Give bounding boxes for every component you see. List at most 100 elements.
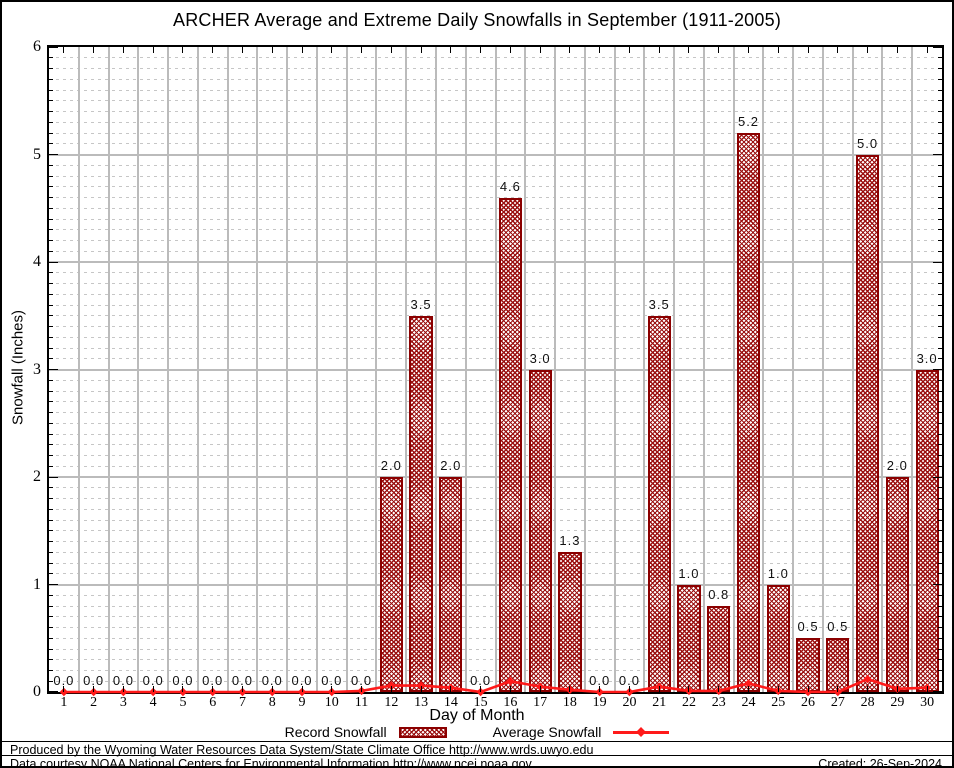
record-snowfall-bar	[885, 477, 909, 692]
y-tick	[49, 670, 53, 671]
x-tick	[122, 47, 124, 53]
x-tick	[301, 47, 303, 53]
x-tick-label: 7	[238, 695, 246, 710]
vertical-gridline	[643, 47, 646, 692]
record-snowfall-bar	[736, 133, 761, 692]
x-tick-label: 6	[209, 695, 217, 710]
y-tick	[933, 47, 942, 48]
x-tick	[152, 686, 154, 692]
x-tick-label: 30	[920, 695, 935, 710]
y-tick	[49, 78, 53, 80]
y-tick	[49, 530, 53, 532]
x-tick-label: 19	[592, 695, 607, 710]
average-point-marker	[119, 687, 128, 697]
x-tick-label: 8	[268, 695, 276, 710]
vertical-gridline	[434, 47, 437, 692]
y-tick	[49, 143, 53, 145]
bar-value-label: 0.0	[231, 673, 253, 688]
y-tick	[49, 455, 53, 456]
footer-credit-wrds: Produced by the Wyoming Water Resources …	[10, 743, 594, 757]
x-tick-label: 9	[298, 695, 306, 710]
y-tick	[938, 207, 942, 209]
x-tick	[658, 686, 660, 692]
line-marker-icon	[636, 727, 647, 737]
y-tick	[938, 465, 942, 467]
record-snowfall-bar	[379, 477, 403, 692]
y-tick-label: 3	[33, 360, 41, 378]
x-tick	[301, 686, 303, 692]
x-tick	[569, 686, 571, 692]
vertical-gridline	[494, 47, 497, 692]
x-tick	[480, 686, 482, 692]
y-tick	[938, 670, 942, 671]
average-point-marker	[476, 687, 485, 697]
bar-value-label: 0.0	[321, 673, 343, 688]
y-tick	[938, 401, 942, 403]
x-tick-label: 29	[890, 695, 905, 710]
y-tick	[938, 57, 942, 59]
y-tick	[49, 627, 53, 628]
y-tick-label: 5	[33, 145, 41, 163]
y-tick	[49, 369, 58, 370]
y-tick	[49, 562, 53, 564]
y-tick	[938, 412, 942, 413]
vertical-gridline	[524, 47, 527, 692]
y-tick	[933, 691, 942, 692]
y-tick	[938, 197, 942, 198]
x-tick	[628, 47, 630, 53]
average-point-marker	[387, 681, 396, 690]
x-tick-label: 21	[652, 695, 667, 710]
vertical-gridline	[137, 47, 140, 692]
y-tick	[938, 175, 942, 177]
y-tick	[49, 121, 53, 123]
vertical-gridline	[315, 47, 318, 692]
x-tick-label: 15	[473, 695, 488, 710]
y-tick	[49, 164, 53, 166]
y-tick	[938, 132, 942, 134]
y-tick	[938, 562, 942, 564]
y-tick	[938, 121, 942, 123]
x-tick	[599, 686, 601, 692]
y-tick	[938, 444, 942, 446]
y-tick	[49, 261, 58, 263]
average-point-marker	[744, 679, 753, 688]
y-tick	[49, 648, 53, 650]
y-tick	[49, 401, 53, 403]
x-tick	[867, 47, 869, 53]
y-tick	[49, 412, 53, 413]
x-tick-label: 11	[354, 695, 369, 710]
x-tick	[480, 47, 482, 53]
y-tick	[49, 283, 53, 284]
record-snowfall-bar	[647, 315, 671, 692]
x-tick	[63, 47, 65, 53]
y-tick	[938, 283, 942, 284]
y-tick	[938, 487, 942, 489]
y-tick	[938, 616, 942, 618]
y-tick	[49, 57, 53, 59]
y-tick	[49, 336, 53, 338]
x-tick	[450, 686, 452, 692]
bar-value-label: 0.0	[53, 673, 75, 688]
bar-value-label: 0.8	[708, 587, 730, 602]
y-tick	[49, 519, 53, 521]
y-tick	[49, 111, 53, 112]
y-tick	[49, 218, 53, 220]
y-tick	[49, 551, 53, 553]
y-tick	[49, 240, 53, 241]
y-tick	[49, 347, 53, 349]
vertical-gridline	[107, 47, 110, 692]
y-tick	[49, 132, 53, 134]
vertical-gridline	[286, 47, 289, 692]
x-tick	[509, 686, 511, 692]
y-tick	[49, 207, 53, 209]
record-snowfall-bar	[677, 584, 701, 692]
x-tick	[748, 686, 750, 692]
y-tick	[49, 379, 53, 381]
x-tick	[450, 47, 452, 53]
separator-line	[2, 755, 952, 756]
average-point-marker	[833, 687, 843, 697]
legend-average-label: Average Snowfall	[492, 724, 602, 740]
bar-value-label: 5.0	[857, 135, 879, 151]
y-tick	[49, 541, 53, 542]
y-tick	[938, 648, 942, 650]
